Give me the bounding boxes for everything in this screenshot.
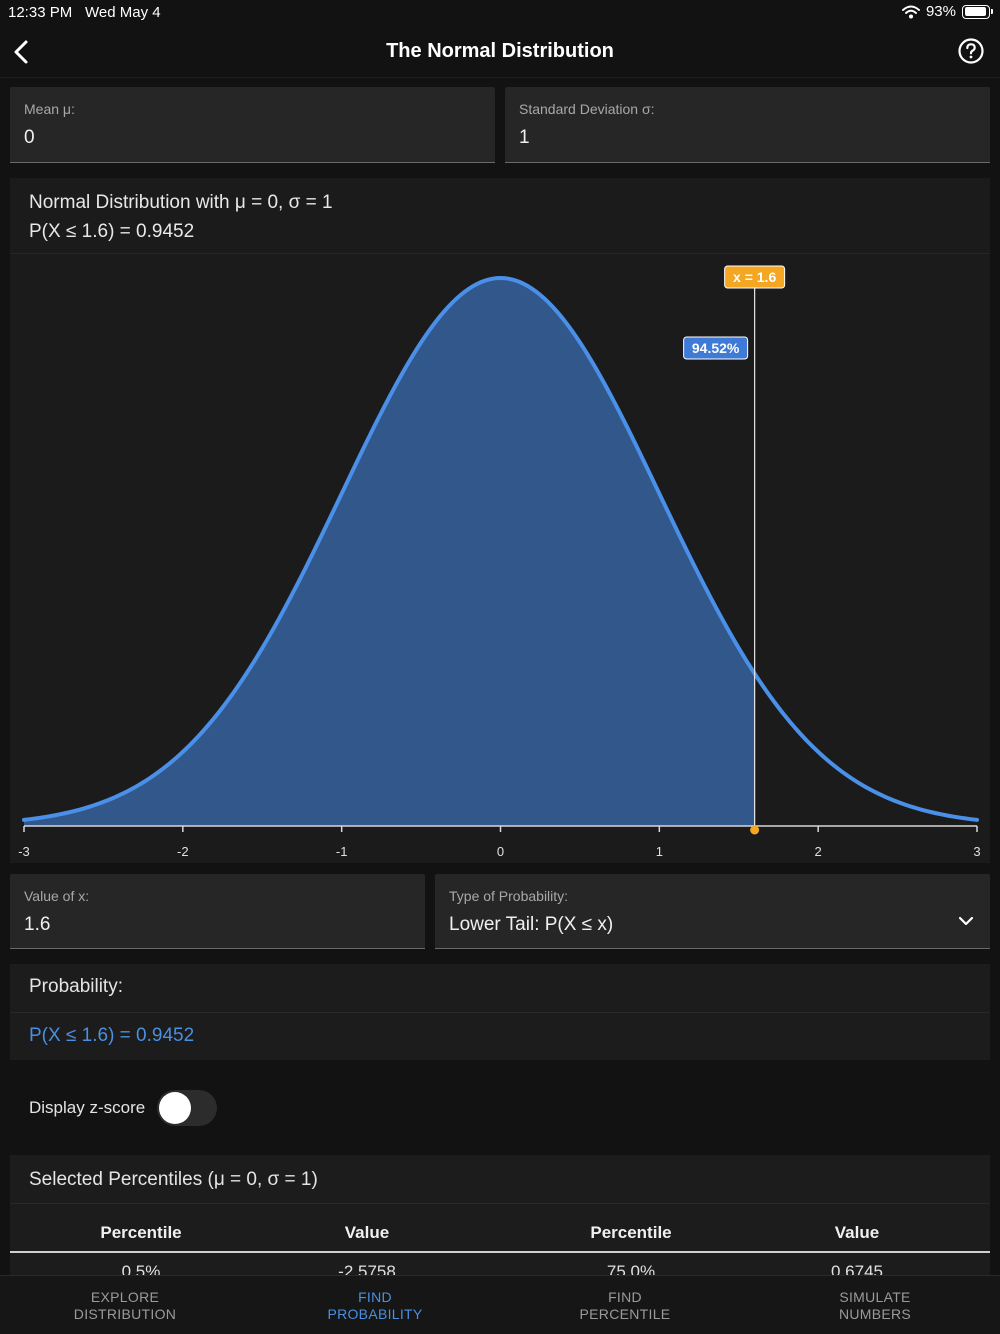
- tab-simulate-numbers[interactable]: SIMULATE NUMBERS: [750, 1289, 1000, 1323]
- tab-label: FIND: [358, 1289, 392, 1305]
- wifi-icon: [901, 5, 920, 18]
- normal-distribution-chart[interactable]: -3 -2 -1 0 1 2 3 x = 1.6 94.52%: [10, 255, 990, 863]
- x-tick-label: 0: [497, 844, 504, 859]
- x-value-input[interactable]: 1.6: [24, 914, 51, 935]
- chart-card: Normal Distribution with μ = 0, σ = 1 P(…: [10, 178, 990, 863]
- zscore-toggle[interactable]: [157, 1090, 218, 1126]
- tab-explore-distribution[interactable]: EXPLORE DISTRIBUTION: [0, 1289, 250, 1323]
- tab-label: PROBABILITY: [327, 1306, 423, 1322]
- toggle-knob: [159, 1092, 192, 1124]
- nav-bar: The Normal Distribution: [0, 26, 1000, 78]
- table-header-percentile: Percentile: [100, 1223, 182, 1242]
- probability-type-value[interactable]: Lower Tail: P(X ≤ x): [449, 914, 614, 935]
- battery-fill: [964, 7, 986, 16]
- chart-heading-line1: Normal Distribution with μ = 0, σ = 1: [29, 192, 333, 213]
- zscore-row: Display z-score: [29, 1088, 218, 1128]
- density-curve: [22, 275, 979, 822]
- x-tick-label: -1: [336, 844, 348, 859]
- chart-heading: Normal Distribution with μ = 0, σ = 1 P(…: [10, 188, 990, 254]
- table-cell: 0.6745: [831, 1262, 883, 1275]
- tab-label: SIMULATE: [839, 1289, 911, 1305]
- status-bar: 12:33 PM Wed May 4 93%: [0, 0, 1000, 26]
- table-cell: 75.0%: [606, 1262, 656, 1275]
- mean-field[interactable]: Mean μ: 0: [10, 87, 495, 163]
- battery-percent: 93%: [925, 3, 956, 20]
- x-value-label: Value of x:: [24, 888, 90, 904]
- mean-label: Mean μ:: [24, 101, 75, 117]
- status-time: 12:33 PM: [8, 4, 73, 21]
- question-circle-icon[interactable]: [956, 36, 986, 66]
- tab-find-probability[interactable]: FIND PROBABILITY: [250, 1289, 500, 1323]
- tab-label: FIND: [608, 1289, 642, 1305]
- sd-value[interactable]: 1: [519, 127, 530, 148]
- x-value-field[interactable]: Value of x: 1.6: [10, 874, 425, 949]
- x-tick-label: 2: [815, 844, 822, 859]
- divider: [10, 1012, 990, 1013]
- table-header-divider: [10, 1251, 990, 1253]
- shaded-area: [24, 278, 755, 826]
- battery-icon: [962, 4, 993, 19]
- x-tick-label: 3: [973, 844, 980, 859]
- tab-bar: EXPLORE DISTRIBUTION FIND PROBABILITY FI…: [0, 1275, 1000, 1334]
- divider: [10, 1203, 990, 1204]
- area-label-box: [683, 336, 749, 360]
- table-header-value: Value: [834, 1223, 880, 1242]
- area-label: 94.52%: [692, 340, 740, 356]
- tab-label: PERCENTILE: [579, 1306, 671, 1322]
- zscore-label: Display z-score: [29, 1098, 146, 1117]
- status-right: 93%: [901, 3, 993, 20]
- status-date: Wed May 4: [85, 4, 161, 21]
- table-header-value: Value: [344, 1223, 390, 1242]
- x-marker-dot: [750, 825, 760, 835]
- x-tick-label: -2: [177, 844, 189, 859]
- tab-label: NUMBERS: [838, 1306, 912, 1322]
- probability-type-select[interactable]: Type of Probability: Lower Tail: P(X ≤ x…: [435, 874, 990, 949]
- sd-field[interactable]: Standard Deviation σ: 1: [505, 87, 990, 163]
- x-tick-label: 1: [656, 844, 663, 859]
- chart-heading-line2: P(X ≤ 1.6) = 0.9452: [29, 221, 195, 242]
- percentiles-card: Selected Percentiles (μ = 0, σ = 1) Perc…: [10, 1155, 990, 1275]
- chevron-down-icon[interactable]: [958, 916, 974, 926]
- tab-label: DISTRIBUTION: [73, 1306, 177, 1322]
- table-header-percentile: Percentile: [590, 1223, 672, 1242]
- sd-label: Standard Deviation σ:: [519, 101, 655, 117]
- tab-label: EXPLORE: [90, 1289, 160, 1305]
- probability-card: Probability: P(X ≤ 1.6) = 0.9452: [10, 964, 990, 1060]
- x-marker-label-box: [724, 265, 786, 289]
- table-cell: -2.5758: [338, 1262, 396, 1275]
- mean-value[interactable]: 0: [24, 127, 35, 148]
- chevron-left-icon[interactable]: [8, 36, 38, 68]
- probability-label: Probability:: [29, 976, 123, 997]
- table-cell: 0.5%: [121, 1262, 161, 1275]
- x-tick-label: -3: [18, 844, 30, 859]
- probability-result: P(X ≤ 1.6) = 0.9452: [29, 1025, 195, 1046]
- percentiles-title: Selected Percentiles (μ = 0, σ = 1): [29, 1169, 318, 1190]
- x-marker-label: x = 1.6: [733, 269, 776, 285]
- page-title: The Normal Distribution: [386, 40, 614, 62]
- probability-type-label: Type of Probability:: [449, 888, 569, 904]
- tab-find-percentile[interactable]: FIND PERCENTILE: [500, 1289, 750, 1323]
